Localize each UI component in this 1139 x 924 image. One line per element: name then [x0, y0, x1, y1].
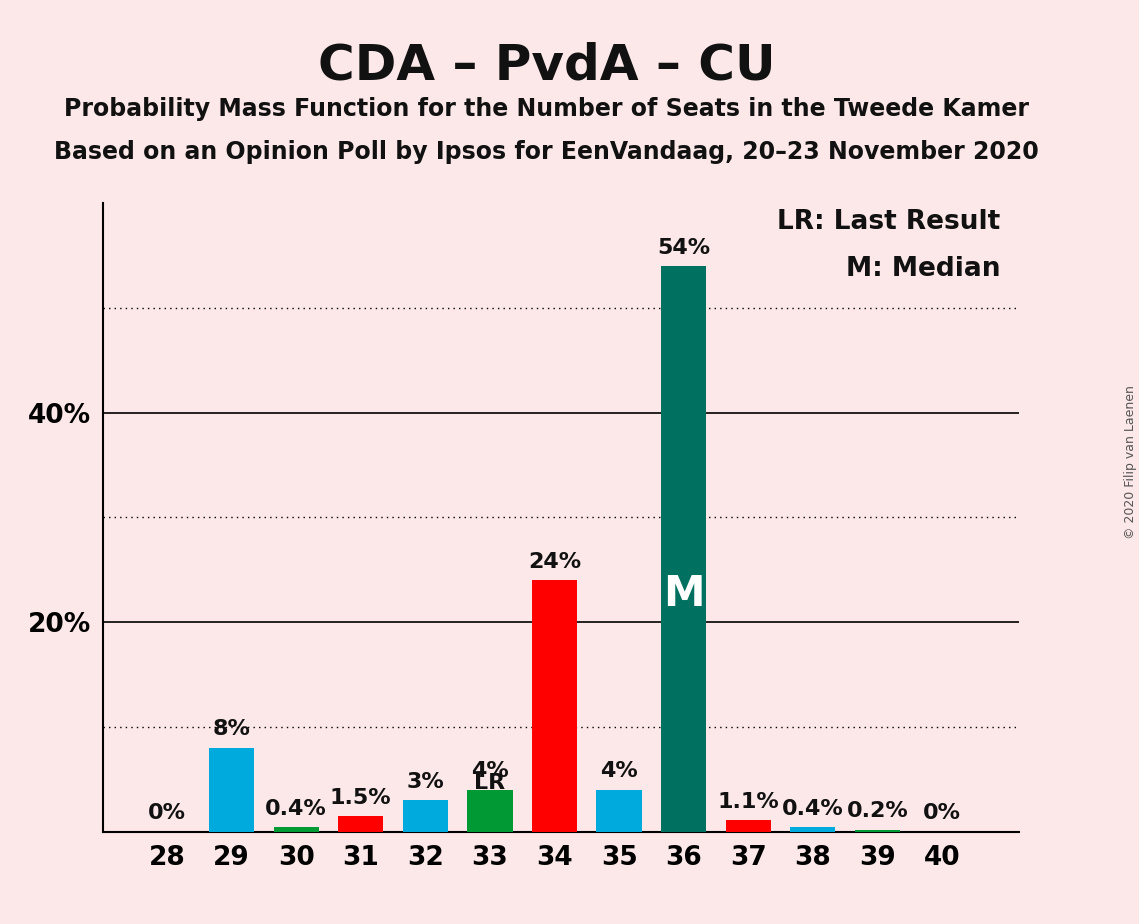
Text: 24%: 24%: [528, 552, 581, 572]
Text: M: M: [663, 573, 704, 615]
Text: Probability Mass Function for the Number of Seats in the Tweede Kamer: Probability Mass Function for the Number…: [64, 97, 1030, 121]
Text: 0%: 0%: [923, 803, 961, 823]
Text: 1.1%: 1.1%: [718, 792, 779, 811]
Bar: [661, 266, 706, 832]
Text: 0.2%: 0.2%: [846, 801, 908, 821]
Bar: [597, 790, 641, 832]
Bar: [532, 580, 577, 832]
Text: CDA – PvdA – CU: CDA – PvdA – CU: [318, 42, 776, 90]
Bar: [338, 816, 384, 832]
Text: LR: LR: [474, 772, 506, 793]
Text: LR: Last Result: LR: Last Result: [777, 209, 1000, 235]
Text: 0.4%: 0.4%: [781, 799, 844, 819]
Bar: [854, 830, 900, 832]
Text: 1.5%: 1.5%: [330, 787, 392, 808]
Bar: [210, 748, 254, 832]
Text: 0.4%: 0.4%: [265, 799, 327, 819]
Text: 4%: 4%: [472, 761, 509, 782]
Text: 54%: 54%: [657, 237, 711, 258]
Bar: [403, 800, 448, 832]
Text: Based on an Opinion Poll by Ipsos for EenVandaag, 20–23 November 2020: Based on an Opinion Poll by Ipsos for Ee…: [55, 140, 1039, 164]
Text: © 2020 Filip van Laenen: © 2020 Filip van Laenen: [1124, 385, 1137, 539]
Text: 8%: 8%: [213, 720, 251, 739]
Bar: [467, 790, 513, 832]
Text: 0%: 0%: [148, 803, 186, 823]
Text: M: Median: M: Median: [845, 256, 1000, 282]
Bar: [790, 827, 835, 832]
Bar: [726, 821, 771, 832]
Text: 3%: 3%: [407, 772, 444, 792]
Text: 4%: 4%: [600, 761, 638, 782]
Bar: [273, 827, 319, 832]
